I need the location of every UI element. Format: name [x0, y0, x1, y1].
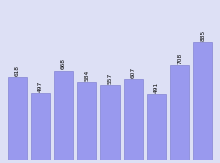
Text: 584: 584: [84, 69, 89, 81]
Text: 618: 618: [15, 65, 20, 76]
Text: 607: 607: [131, 67, 136, 78]
Text: 668: 668: [61, 59, 66, 69]
Bar: [31, 93, 50, 160]
Bar: [8, 77, 27, 160]
Bar: [77, 82, 96, 160]
Text: 497: 497: [38, 81, 43, 92]
Bar: [101, 85, 119, 160]
Text: 885: 885: [200, 29, 205, 41]
Bar: [193, 42, 212, 160]
Bar: [170, 65, 189, 160]
Text: 557: 557: [108, 73, 112, 84]
Bar: [54, 71, 73, 160]
Text: 491: 491: [154, 82, 159, 93]
Bar: [147, 94, 166, 160]
Bar: [124, 79, 143, 160]
Text: 708: 708: [177, 53, 182, 64]
